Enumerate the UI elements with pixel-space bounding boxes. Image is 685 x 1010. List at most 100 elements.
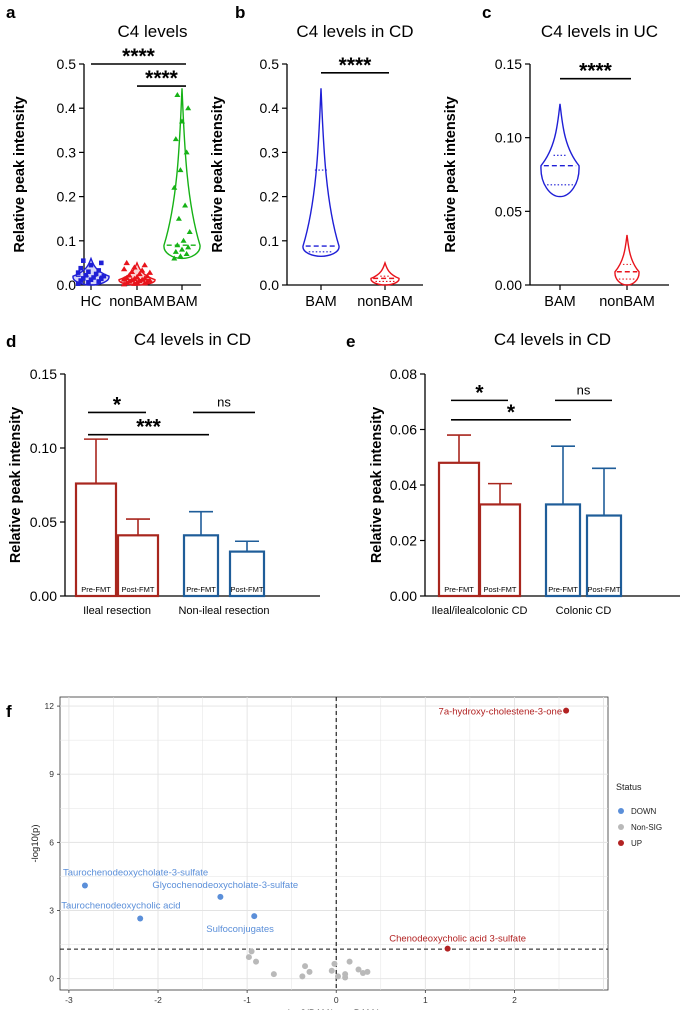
y-tick-label: 0.02 xyxy=(390,533,417,549)
panel-letter: c xyxy=(482,3,491,22)
y-tick-label: 0.00 xyxy=(390,588,417,604)
y-tick-label: 0.05 xyxy=(495,203,522,219)
significance-label: * xyxy=(507,401,516,424)
data-point xyxy=(183,251,190,257)
data-point xyxy=(133,279,141,285)
significance-label: ns xyxy=(217,394,231,409)
x-tick-label: -2 xyxy=(154,995,162,1005)
violin-fill xyxy=(118,262,156,285)
data-point xyxy=(80,258,86,263)
data-point xyxy=(177,253,184,259)
x-tick-label: nonBAM xyxy=(357,294,413,310)
y-tick-label: 0.2 xyxy=(57,189,77,205)
y-tick-label: 0.04 xyxy=(390,477,417,493)
x-tick-label: -3 xyxy=(65,995,73,1005)
data-point xyxy=(245,954,252,961)
data-point xyxy=(328,967,335,974)
point-label: Glycochenodeoxycholate-3-sulfate xyxy=(152,880,298,891)
bar-label: Pre-FMT xyxy=(444,585,474,594)
data-point xyxy=(81,882,88,889)
data-point xyxy=(174,91,181,97)
chart-title: C4 levels in CD xyxy=(296,22,413,41)
significance-label: ns xyxy=(577,382,591,397)
legend: Status DOWN Non-SIG UP xyxy=(616,782,662,848)
bar-label: Post-FMT xyxy=(588,585,621,594)
legend-title: Status xyxy=(616,782,642,792)
legend-label: DOWN xyxy=(631,807,657,816)
data-point xyxy=(91,275,96,280)
data-point xyxy=(83,272,89,278)
y-tick-label: 0.3 xyxy=(57,144,77,160)
data-point xyxy=(186,228,193,234)
point-label: Taurochenodeoxycholic acid xyxy=(61,900,180,911)
significance-label: **** xyxy=(145,67,179,90)
plot-a: HC nonBAM BAM ******** xyxy=(72,45,201,310)
data-point xyxy=(175,215,182,221)
data-point xyxy=(131,280,138,286)
y-axis-c: 0.00 0.05 0.10 0.15 Relative peak intensity xyxy=(443,56,531,293)
legend-marker xyxy=(618,840,624,846)
y-axis-title: Relative peak intensity xyxy=(210,96,226,252)
panel-letter: a xyxy=(6,3,16,22)
data-point xyxy=(342,974,349,981)
y-tick-label: 3 xyxy=(49,906,54,916)
data-point xyxy=(138,267,146,273)
plot-d: Pre-FMT Post-FMT Pre-FMT Post-FMT Ileal rese… xyxy=(65,393,320,617)
group-label: Ileal/ilealcolonic CD xyxy=(432,605,528,617)
panel-letter: d xyxy=(6,332,16,351)
chart-title: C4 levels in UC xyxy=(541,22,658,41)
bar xyxy=(478,503,522,598)
violin-BAM xyxy=(302,88,340,257)
plot-f: -3-2-1012036912log2(BAM/ non-BAM )-log10… xyxy=(30,696,609,1010)
plot-panel xyxy=(59,696,609,991)
y-tick-label: 0.4 xyxy=(260,100,280,116)
data-point xyxy=(120,276,128,282)
bar xyxy=(544,503,582,598)
data-point xyxy=(123,274,130,281)
significance-label: * xyxy=(113,393,122,416)
y-tick-label: 0.15 xyxy=(30,366,57,382)
x-tick-label: 0 xyxy=(334,995,339,1005)
x-tick-label: BAM xyxy=(305,294,336,310)
bar-label: Pre-FMT xyxy=(81,585,111,594)
significance-label: * xyxy=(475,381,484,404)
data-point xyxy=(171,255,178,261)
data-point xyxy=(93,271,99,277)
data-point xyxy=(364,968,371,975)
y-axis-a: 0.0 0.1 0.2 0.3 0.4 0.5 Relative peak intensit… xyxy=(12,56,85,293)
data-point xyxy=(563,707,570,714)
data-point xyxy=(183,149,190,155)
bar xyxy=(437,461,481,598)
data-point xyxy=(171,184,178,190)
data-point xyxy=(331,960,338,967)
chart-title: C4 levels in CD xyxy=(134,330,251,349)
data-point xyxy=(146,269,154,275)
data-point xyxy=(126,278,133,284)
data-point xyxy=(174,242,181,248)
bar xyxy=(116,534,160,598)
data-point xyxy=(88,277,94,282)
data-point xyxy=(179,118,185,124)
x-axis-title: log2(BAM/ non-BAM ) xyxy=(288,1008,380,1010)
group-label: Colonic CD xyxy=(556,605,612,617)
data-point xyxy=(88,262,94,268)
data-point xyxy=(86,269,91,275)
data-point xyxy=(355,966,362,973)
data-point xyxy=(126,272,133,278)
point-label: Taurochenodeoxycholate-3-sulfate xyxy=(63,868,208,879)
data-point xyxy=(136,278,143,284)
legend-label: Non-SIG xyxy=(631,823,662,832)
legend-label: UP xyxy=(631,839,642,848)
x-tick-label: nonBAM xyxy=(109,294,165,310)
point-label: Chenodeoxycholic acid 3-sulfate xyxy=(389,934,526,945)
data-point xyxy=(137,915,144,922)
violin-nonBAM xyxy=(614,234,640,286)
data-point xyxy=(217,893,224,900)
x-tick-label: BAM xyxy=(544,294,575,310)
bar-label: Post-FMT xyxy=(484,585,517,594)
y-tick-label: 0.4 xyxy=(57,100,77,116)
y-axis-title: Relative peak intensity xyxy=(8,407,24,563)
point-label: 7a-hydroxy-cholestene-3-one xyxy=(439,707,563,718)
significance-label: **** xyxy=(339,54,373,77)
plot-c: BAM nonBAM **** xyxy=(530,60,669,310)
